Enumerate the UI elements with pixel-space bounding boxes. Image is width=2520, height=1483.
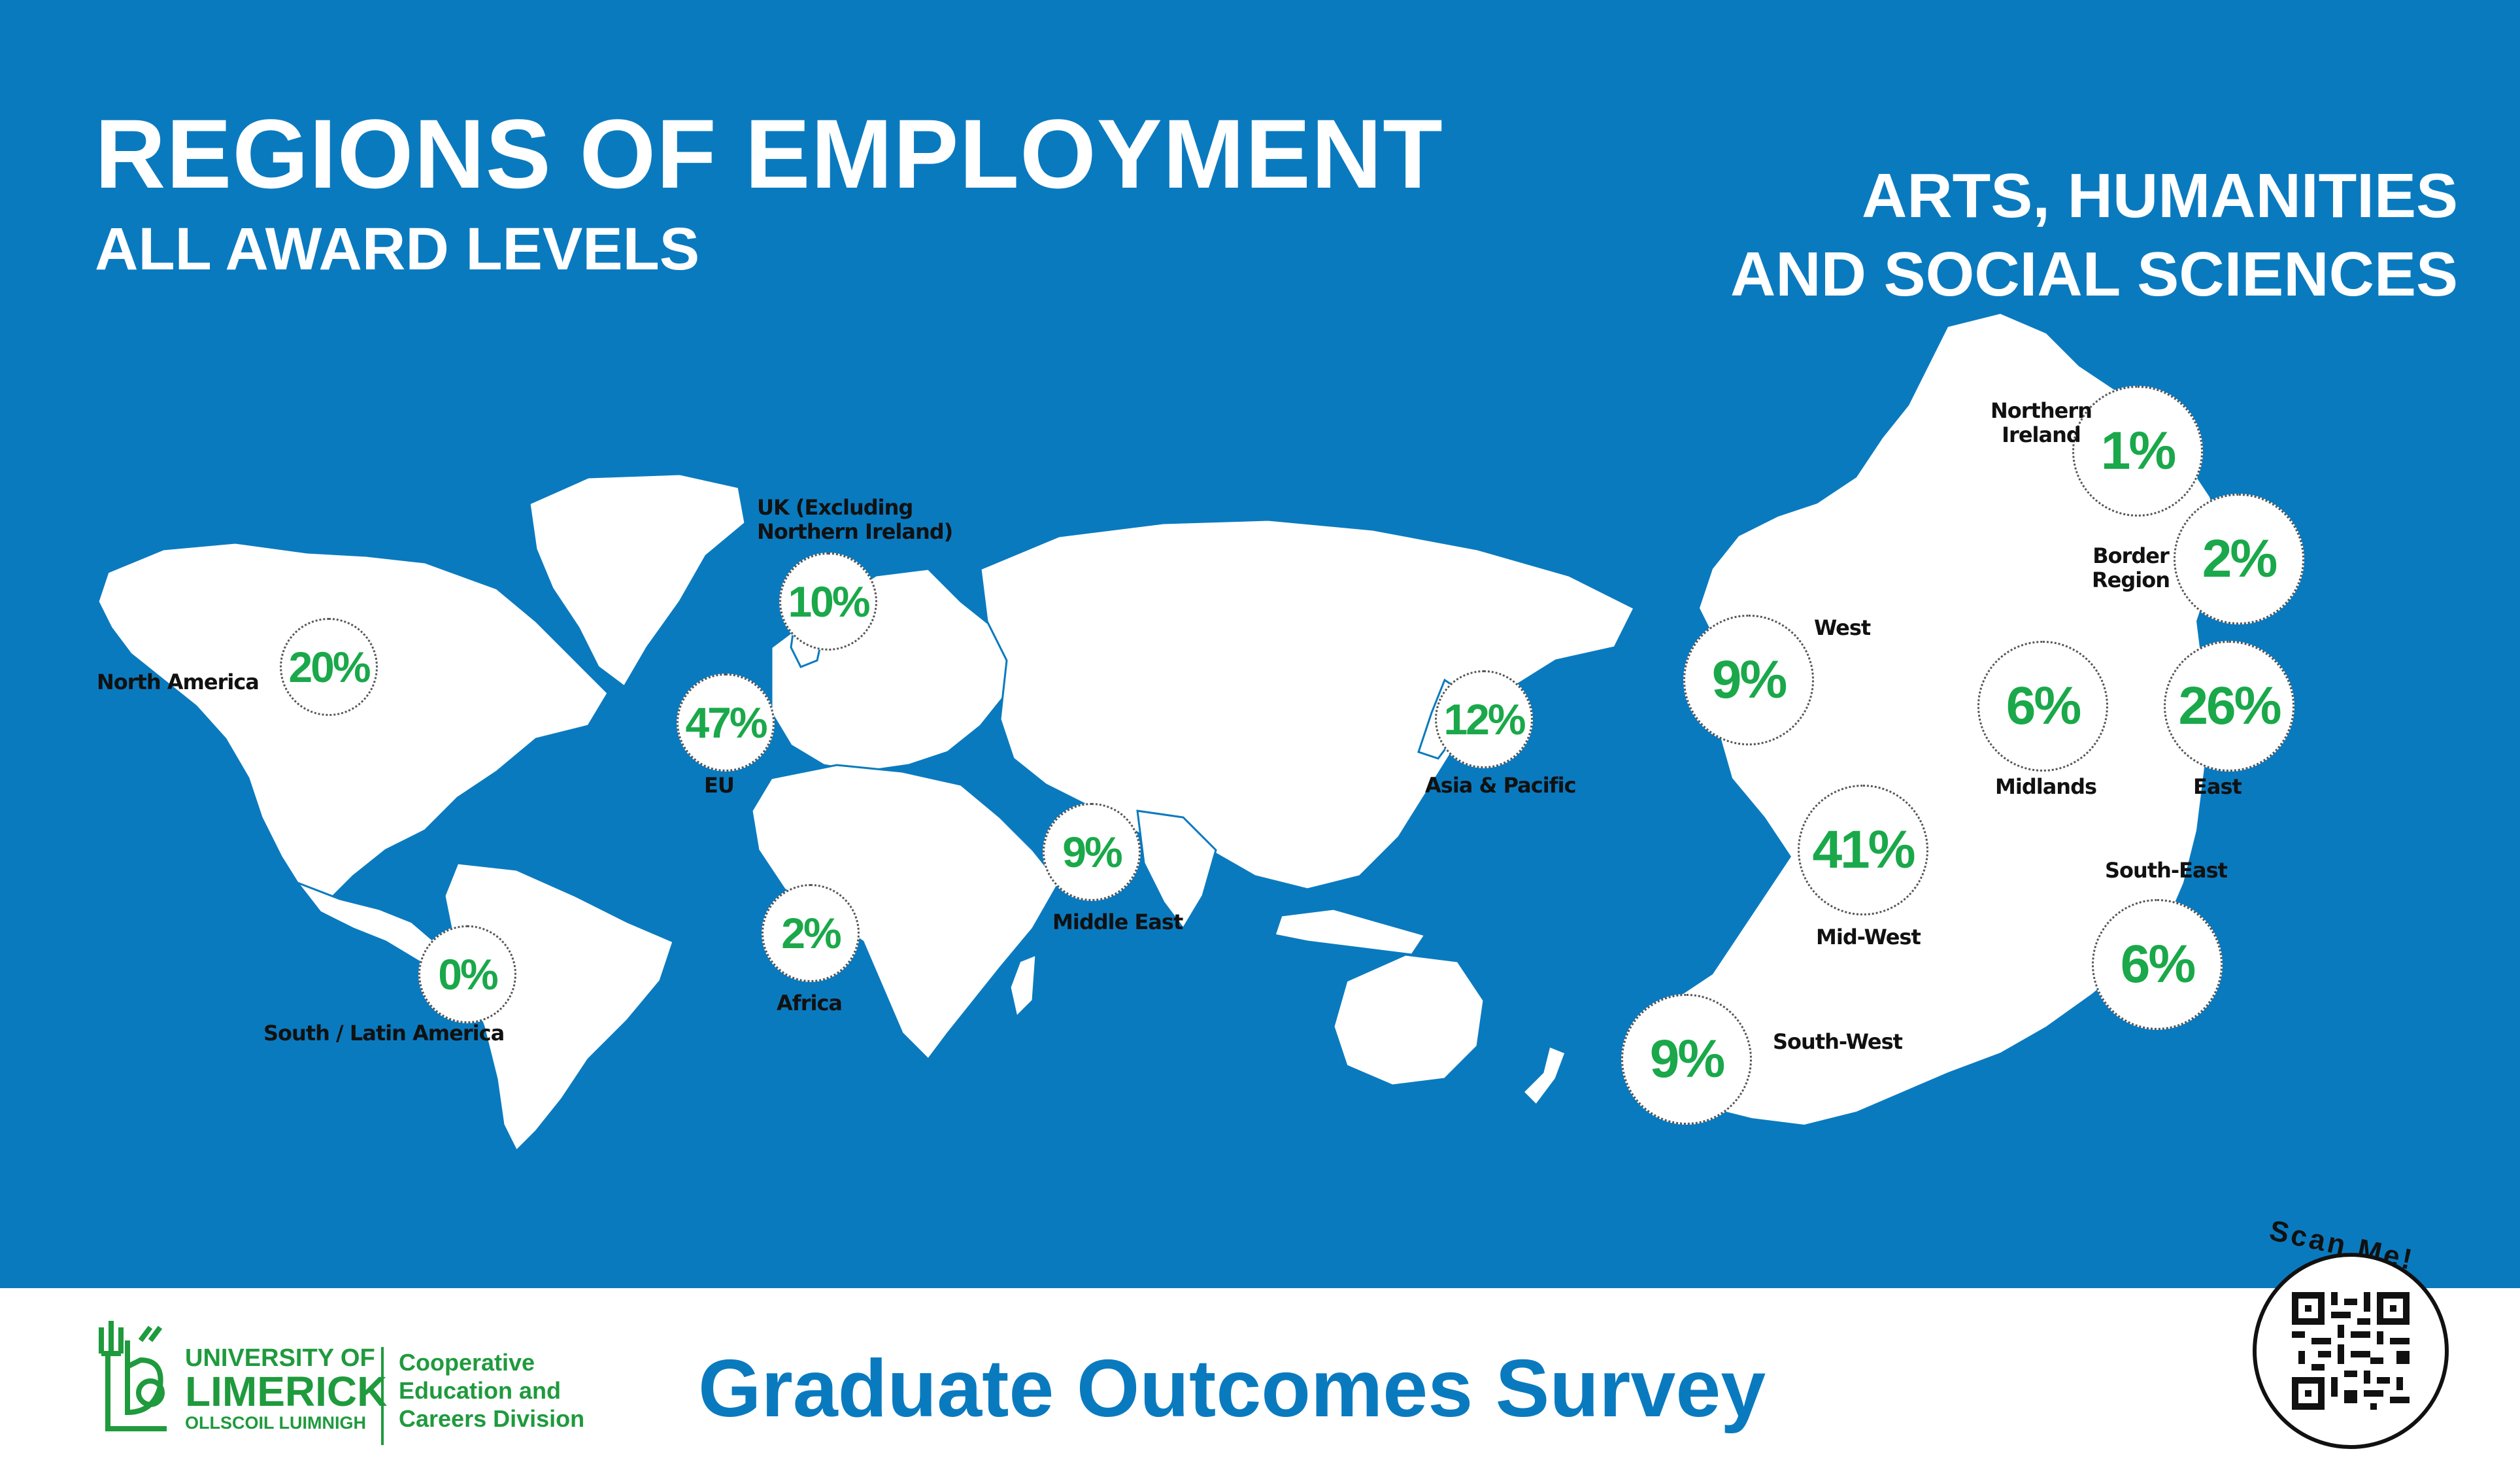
- bubble-border-region: 2%: [2174, 494, 2304, 624]
- label-north-america: North America: [97, 670, 260, 694]
- uni-name-line2: LIMERICK: [185, 1368, 388, 1415]
- bubble-west: 9%: [1683, 615, 1814, 745]
- label-east: East: [2193, 774, 2242, 799]
- bubble-africa: 2%: [762, 884, 860, 982]
- faculty-title-line2: AND SOCIAL SCIENCES: [1730, 239, 2458, 309]
- label-uk-line1: UK (Excluding: [757, 495, 913, 520]
- north-america-shape: [97, 541, 609, 904]
- uni-name-line3: OLLSCOIL LUIMNIGH: [185, 1413, 366, 1433]
- india-shape: [1136, 810, 1217, 930]
- bubble-south-latin-america: 0%: [418, 925, 516, 1023]
- uni-name-line1: UNIVERSITY OF: [185, 1344, 375, 1372]
- bubble-south-east: 6%: [2092, 899, 2223, 1030]
- label-uk: UK (Excluding Northern Ireland): [757, 495, 953, 544]
- label-northern-ireland-line1: Northern: [1991, 398, 2092, 423]
- bubble-mid-west: 41%: [1798, 785, 1928, 915]
- faculty-title-line1: ARTS, HUMANITIES: [1862, 161, 2458, 231]
- madagascar-shape: [1009, 953, 1037, 1019]
- map-panel: REGIONS OF EMPLOYMENT ALL AWARD LEVELS A…: [95, 99, 2458, 1151]
- asia-shape: [979, 519, 1636, 891]
- bubble-east: 26%: [2164, 641, 2294, 772]
- greenland-shape: [528, 473, 747, 689]
- label-south-west: South-West: [1773, 1029, 1903, 1054]
- faculty-title: ARTS, HUMANITIES AND SOCIAL SCIENCES: [1730, 157, 2458, 314]
- label-border-region-line2: Region: [2092, 567, 2170, 592]
- label-northern-ireland: Northern Ireland: [1991, 399, 2092, 447]
- bubble-northern-ireland: 1%: [2072, 386, 2203, 517]
- bubble-asia-pacific: 12%: [1435, 670, 1533, 768]
- bubble-eu: 47%: [677, 673, 775, 772]
- label-northern-ireland-line2: Ireland: [2002, 422, 2081, 447]
- label-south-east: South-East: [2105, 858, 2228, 883]
- label-mid-west: Mid-West: [1816, 925, 1921, 949]
- label-uk-line2: Northern Ireland): [757, 519, 953, 544]
- bubble-uk: 10%: [779, 553, 877, 651]
- ireland-shape: [1647, 314, 2223, 1125]
- division-line2: Education and: [399, 1377, 562, 1405]
- australia-shape: [1332, 953, 1485, 1087]
- world-map: [97, 473, 1636, 1151]
- logo-divider: [381, 1347, 384, 1445]
- survey-title: Graduate Outcomes Survey: [698, 1344, 1766, 1434]
- new-zealand-shape: [1521, 1044, 1567, 1107]
- qr-code-icon[interactable]: [2292, 1292, 2410, 1410]
- footer: [0, 1288, 2520, 1483]
- bubble-south-west: 9%: [1621, 994, 1752, 1125]
- division-line3: Careers Division: [399, 1405, 585, 1433]
- stag-icon: [99, 1321, 167, 1431]
- label-eu: EU: [704, 773, 735, 798]
- label-south-latin-america: South / Latin America: [263, 1021, 505, 1046]
- label-africa: Africa: [777, 991, 843, 1015]
- bubble-midlands: 6%: [1977, 641, 2108, 772]
- division-line1: Cooperative: [399, 1349, 535, 1376]
- indonesia-shape: [1273, 908, 1427, 956]
- bubble-north-america: 20%: [280, 618, 378, 716]
- page-subtitle: ALL AWARD LEVELS: [95, 216, 700, 282]
- label-west: West: [1814, 615, 1871, 640]
- bubble-middle-east: 9%: [1043, 803, 1141, 901]
- page-title: REGIONS OF EMPLOYMENT: [95, 99, 1443, 209]
- label-border-region: Border Region: [2092, 544, 2170, 592]
- label-asia-pacific: Asia & Pacific: [1425, 773, 1577, 798]
- qr-badge[interactable]: Scan Me!: [2242, 1214, 2464, 1452]
- label-middle-east: Middle East: [1052, 910, 1183, 934]
- label-border-region-line1: Border: [2092, 543, 2170, 568]
- label-midlands: Midlands: [1995, 774, 2097, 799]
